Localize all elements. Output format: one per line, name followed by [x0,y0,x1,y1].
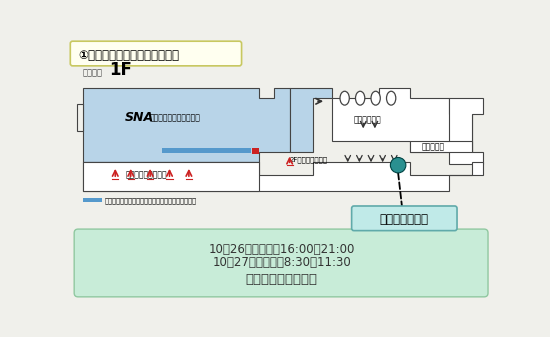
Ellipse shape [387,91,396,105]
Text: 1F: 1F [109,61,132,80]
Text: SNA: SNA [124,111,153,124]
FancyBboxPatch shape [82,198,102,202]
Text: 宮崎空港: 宮崎空港 [82,68,103,77]
Text: 2F：出発ロビーへ: 2F：出発ロビーへ [290,156,328,163]
Polygon shape [448,98,483,164]
Ellipse shape [371,91,380,105]
FancyBboxPatch shape [252,148,258,154]
Text: 10月26日（火）　16:00～21:00: 10月26日（火） 16:00～21:00 [208,243,355,255]
Text: ①宮崎空港出口特設カウンター: ①宮崎空港出口特設カウンター [79,49,180,62]
Text: 到着ロビー: 到着ロビー [421,142,444,151]
FancyBboxPatch shape [74,229,488,297]
Circle shape [390,157,406,173]
Text: 特設カウンター: 特設カウンター [380,213,429,225]
Polygon shape [410,141,472,152]
Text: チェックインカウンター: チェックインカウンター [150,113,201,122]
Text: チェックインロビー: チェックインロビー [125,171,167,180]
Text: 10月27日（水）　8:30～11:30: 10月27日（水） 8:30～11:30 [212,256,351,270]
FancyBboxPatch shape [70,41,241,66]
Polygon shape [82,162,258,191]
FancyBboxPatch shape [76,103,82,130]
Polygon shape [82,162,483,191]
Text: 手荷物受取り: 手荷物受取り [353,115,381,124]
Ellipse shape [340,91,349,105]
FancyBboxPatch shape [162,148,251,153]
Ellipse shape [355,91,365,105]
Text: 自動チェックイン機及び自動航空券発売機設置場所: 自動チェックイン機及び自動航空券発売機設置場所 [104,197,196,204]
Polygon shape [290,88,332,152]
FancyBboxPatch shape [351,206,457,231]
Text: のみカウンター設置: のみカウンター設置 [246,273,318,286]
Polygon shape [332,88,472,152]
Polygon shape [82,88,290,162]
